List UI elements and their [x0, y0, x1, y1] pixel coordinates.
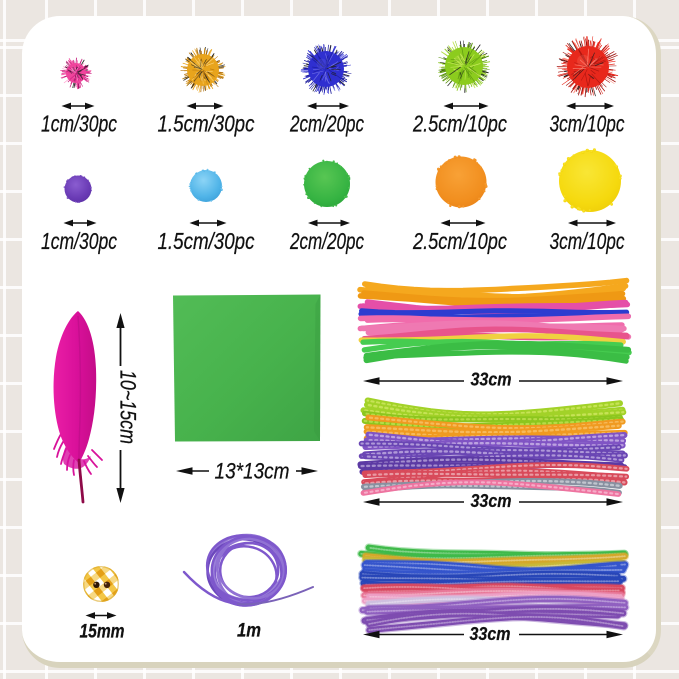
- svg-text:1cm/30pc: 1cm/30pc: [41, 228, 117, 254]
- svg-text:1.5cm/30pc: 1.5cm/30pc: [158, 228, 255, 254]
- svg-text:1m: 1m: [237, 621, 261, 642]
- svg-text:33cm: 33cm: [470, 623, 511, 644]
- svg-text:33cm: 33cm: [471, 490, 512, 511]
- svg-text:2.5cm/10pc: 2.5cm/10pc: [412, 111, 507, 137]
- svg-text:1cm/30pc: 1cm/30pc: [41, 111, 117, 137]
- svg-text:13*13cm: 13*13cm: [215, 459, 290, 484]
- svg-text:33cm: 33cm: [471, 369, 512, 390]
- svg-text:2.5cm/10pc: 2.5cm/10pc: [412, 228, 507, 254]
- svg-text:10~15cm: 10~15cm: [116, 370, 141, 444]
- svg-text:15mm: 15mm: [80, 622, 125, 643]
- svg-text:2cm/20pc: 2cm/20pc: [289, 111, 364, 137]
- svg-text:3cm/10pc: 3cm/10pc: [550, 111, 625, 137]
- svg-text:1.5cm/30pc: 1.5cm/30pc: [158, 111, 255, 137]
- svg-text:2cm/20pc: 2cm/20pc: [289, 228, 364, 254]
- svg-text:3cm/10pc: 3cm/10pc: [550, 228, 625, 254]
